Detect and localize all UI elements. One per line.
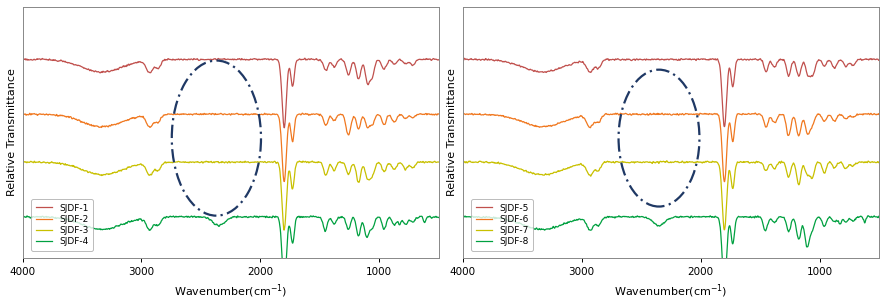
SJDF-8 xyxy=(457,215,468,218)
SJDF-3 xyxy=(212,160,222,163)
SJDF-6 xyxy=(479,112,490,116)
SJDF-4 xyxy=(306,214,316,218)
SJDF-8 xyxy=(479,216,490,219)
SJDF-4 xyxy=(350,221,361,225)
SJDF-1 xyxy=(222,57,233,61)
SJDF-6 xyxy=(790,121,801,125)
SJDF-8 xyxy=(867,215,878,219)
SJDF-4 xyxy=(428,216,439,219)
SJDF-7 xyxy=(663,161,673,164)
SJDF-6 xyxy=(651,112,662,116)
SJDF-6 xyxy=(868,112,879,116)
Line: SJDF-1: SJDF-1 xyxy=(22,58,445,128)
SJDF-5 xyxy=(652,57,663,61)
SJDF-1 xyxy=(428,57,439,60)
SJDF-5 xyxy=(790,64,801,68)
SJDF-7 xyxy=(868,160,879,164)
SJDF-5 xyxy=(459,56,470,60)
SJDF-4 xyxy=(222,218,233,221)
SJDF-5 xyxy=(479,58,490,62)
Line: SJDF-6: SJDF-6 xyxy=(462,113,885,182)
SJDF-2 xyxy=(17,112,27,116)
SJDF-4 xyxy=(427,216,438,219)
SJDF-3 xyxy=(428,160,439,164)
SJDF-4 xyxy=(17,215,27,218)
SJDF-6 xyxy=(880,112,886,115)
SJDF-1 xyxy=(439,58,450,61)
SJDF-5 xyxy=(880,58,886,62)
SJDF-3 xyxy=(39,160,50,164)
SJDF-2 xyxy=(212,113,222,116)
SJDF-1 xyxy=(299,56,310,60)
X-axis label: Wavenumber(cm$^{-1}$): Wavenumber(cm$^{-1}$) xyxy=(174,282,287,300)
SJDF-3 xyxy=(222,161,233,165)
Legend: SJDF-5, SJDF-6, SJDF-7, SJDF-8: SJDF-5, SJDF-6, SJDF-7, SJDF-8 xyxy=(471,199,533,251)
SJDF-4 xyxy=(212,222,222,226)
SJDF-5 xyxy=(719,125,730,128)
SJDF-1 xyxy=(350,65,361,69)
SJDF-3 xyxy=(350,168,361,171)
SJDF-1 xyxy=(279,126,290,130)
SJDF-7 xyxy=(662,159,672,163)
SJDF-8 xyxy=(868,215,879,219)
SJDF-7 xyxy=(479,161,490,164)
SJDF-2 xyxy=(222,112,233,116)
SJDF-2 xyxy=(297,111,307,115)
SJDF-1 xyxy=(17,57,27,61)
SJDF-2 xyxy=(350,117,361,121)
Line: SJDF-7: SJDF-7 xyxy=(462,161,885,230)
Line: SJDF-2: SJDF-2 xyxy=(22,113,445,181)
SJDF-3 xyxy=(294,159,305,163)
Line: SJDF-3: SJDF-3 xyxy=(22,161,445,230)
Y-axis label: Relative Transmittance: Relative Transmittance xyxy=(447,68,457,196)
SJDF-3 xyxy=(427,161,438,164)
SJDF-6 xyxy=(457,112,468,116)
SJDF-7 xyxy=(457,160,468,164)
SJDF-4 xyxy=(439,215,450,219)
SJDF-7 xyxy=(867,160,878,164)
SJDF-1 xyxy=(39,57,50,61)
SJDF-2 xyxy=(439,113,450,117)
SJDF-3 xyxy=(279,228,290,232)
Line: SJDF-4: SJDF-4 xyxy=(22,216,445,285)
SJDF-5 xyxy=(868,57,879,61)
X-axis label: Wavenumber(cm$^{-1}$): Wavenumber(cm$^{-1}$) xyxy=(614,282,727,300)
SJDF-4 xyxy=(279,283,290,286)
SJDF-3 xyxy=(17,160,27,164)
SJDF-2 xyxy=(428,113,439,116)
SJDF-6 xyxy=(719,180,730,184)
SJDF-7 xyxy=(719,228,729,232)
SJDF-5 xyxy=(663,57,673,61)
SJDF-6 xyxy=(750,111,760,115)
SJDF-8 xyxy=(719,283,729,286)
SJDF-1 xyxy=(212,58,222,62)
SJDF-5 xyxy=(867,57,878,61)
SJDF-8 xyxy=(663,218,673,221)
SJDF-2 xyxy=(39,113,50,116)
SJDF-1 xyxy=(427,57,438,61)
SJDF-2 xyxy=(427,112,438,116)
Legend: SJDF-1, SJDF-2, SJDF-3, SJDF-4: SJDF-1, SJDF-2, SJDF-3, SJDF-4 xyxy=(31,199,93,251)
SJDF-6 xyxy=(867,113,878,116)
SJDF-3 xyxy=(439,160,450,163)
Line: SJDF-5: SJDF-5 xyxy=(462,58,885,126)
SJDF-5 xyxy=(457,58,468,62)
SJDF-8 xyxy=(863,214,874,218)
SJDF-8 xyxy=(651,223,662,227)
SJDF-7 xyxy=(790,168,801,171)
Line: SJDF-8: SJDF-8 xyxy=(462,216,885,285)
Y-axis label: Relative Transmittance: Relative Transmittance xyxy=(7,68,17,196)
SJDF-6 xyxy=(663,113,673,116)
SJDF-8 xyxy=(790,222,801,226)
SJDF-7 xyxy=(880,161,886,164)
SJDF-4 xyxy=(39,216,50,220)
SJDF-8 xyxy=(880,216,886,220)
SJDF-7 xyxy=(651,160,662,164)
SJDF-2 xyxy=(279,180,290,183)
